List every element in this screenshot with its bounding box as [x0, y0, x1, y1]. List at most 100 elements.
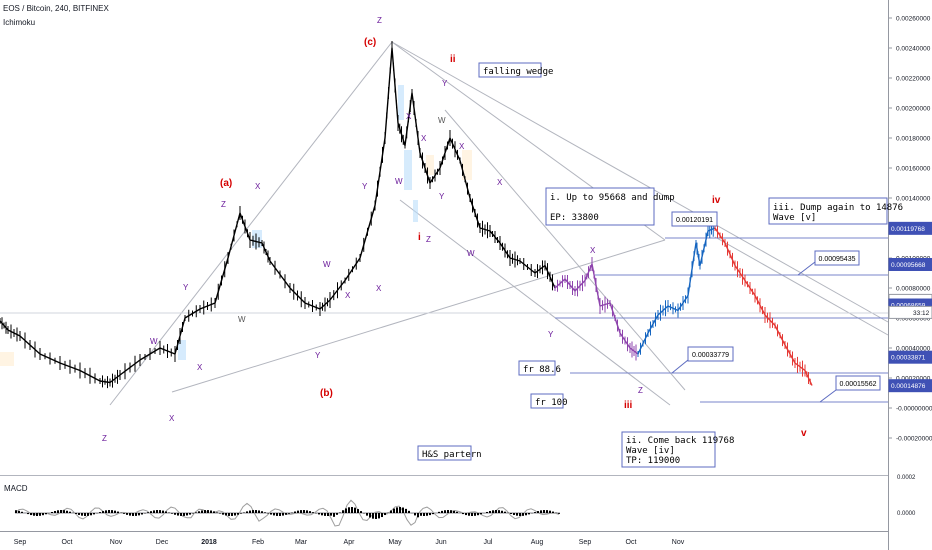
annotation-wave-iii[interactable]: iii. Dump again to 14876 Wave [v]	[768, 197, 903, 225]
macd-bar	[93, 513, 95, 515]
wave-label: W	[238, 315, 246, 324]
macd-bar	[57, 510, 59, 513]
annotation-tag-33779[interactable]: 0.00033779	[671, 346, 734, 374]
macd-bar	[273, 513, 275, 516]
macd-bar	[534, 512, 536, 513]
macd-bar	[384, 513, 386, 516]
macd-bar	[333, 513, 335, 517]
macd-bar	[540, 510, 542, 513]
macd-bar	[90, 513, 92, 516]
macd-bar	[153, 510, 155, 513]
annotation-falling-wedge[interactable]: falling wedge	[478, 62, 553, 78]
macd-bar	[453, 510, 455, 513]
annotation-fr-886[interactable]: fr 88.6	[518, 360, 561, 376]
annotation-wave-i[interactable]: i. Up to 95668 and dump EP: 33800	[545, 187, 675, 226]
macd-bar	[327, 513, 329, 516]
macd-bar	[180, 513, 182, 516]
macd-bar	[372, 513, 374, 519]
price-tag	[888, 221, 932, 235]
macd-bar	[303, 510, 305, 513]
time-tick-label: May	[388, 539, 402, 546]
macd-bar	[150, 511, 152, 513]
macd-bar	[219, 513, 221, 514]
countdown-tag	[888, 305, 932, 319]
macd-bar	[456, 511, 458, 513]
macd-bar	[261, 511, 263, 513]
macd-bar	[30, 513, 32, 516]
macd-bar	[393, 508, 395, 513]
annotation-tag-120191[interactable]: 0.00120191	[671, 211, 718, 227]
price-tick-label: 0.00020000	[896, 376, 931, 383]
wave-label: W	[467, 249, 475, 258]
wave-iii-line2: Wave [v]	[773, 213, 816, 223]
macd-bar	[528, 513, 530, 515]
annotation-fr-100[interactable]: fr 100	[530, 393, 568, 409]
price-tick-label: -0.00020000	[896, 436, 932, 443]
macd-bar	[216, 512, 218, 513]
time-tick-label: Oct	[62, 539, 73, 546]
macd-bar	[360, 511, 362, 513]
macd-bar	[132, 513, 134, 516]
price-tag-label: 0.00033871	[891, 355, 926, 362]
macd-bar	[354, 507, 356, 513]
macd-bar	[138, 513, 140, 516]
macd-bar	[240, 513, 242, 514]
annotation-hs-pattern[interactable]: H&S partern	[417, 445, 482, 461]
macd-bar	[102, 511, 104, 513]
macd-bar	[195, 512, 197, 513]
macd-bar	[189, 513, 191, 515]
macd-pane[interactable]: MACD 0.0002 0.0000	[4, 475, 916, 527]
time-tick-label: Jun	[435, 539, 446, 546]
tag-15562-label: 0.00015562	[840, 381, 877, 388]
macd-bar	[543, 510, 545, 513]
annotation-tag-15562[interactable]: 0.00015562	[819, 375, 881, 403]
macd-bar	[429, 513, 431, 516]
macd-bar	[87, 513, 89, 516]
ichimoku-cloud	[178, 85, 418, 360]
macd-tick-label: 0.0000	[897, 511, 916, 517]
time-tick-label: Sep	[14, 539, 27, 546]
macd-bar	[141, 513, 143, 515]
macd-bar	[60, 510, 62, 513]
macd-bar	[492, 510, 494, 513]
macd-bar	[279, 513, 281, 516]
wave-label: Y	[315, 351, 321, 360]
macd-bar	[210, 510, 212, 513]
annotation-wave-ii[interactable]: ii. Come back 119768 Wave [iv] TP: 11900…	[621, 431, 734, 468]
macd-bar	[234, 513, 236, 516]
ichimoku-cloud-warm	[0, 150, 472, 366]
time-tick-label: Aug	[531, 539, 544, 546]
macd-bar	[399, 507, 401, 513]
macd-bar	[69, 511, 71, 513]
macd-bar	[390, 510, 392, 513]
time-tick-label: Mar	[295, 539, 308, 546]
wave-label: W	[150, 337, 158, 346]
macd-bar	[495, 510, 497, 513]
macd-bar	[480, 513, 482, 515]
macd-tick-label: 0.0002	[897, 475, 916, 481]
macd-bar	[297, 510, 299, 513]
macd-bar	[294, 511, 296, 513]
wave-label: Y	[183, 283, 189, 292]
macd-bar	[114, 510, 116, 513]
macd-bar	[396, 507, 398, 513]
macd-bar	[312, 512, 314, 513]
macd-bar	[105, 510, 107, 513]
macd-bar	[198, 511, 200, 513]
macd-bar	[270, 513, 272, 515]
macd-bar	[213, 511, 215, 513]
macd-bar	[285, 513, 287, 515]
annotation-tag-95435[interactable]: 0.00095435	[797, 250, 860, 276]
macd-bar	[318, 513, 320, 515]
macd-bar	[258, 510, 260, 513]
macd-bar	[117, 511, 119, 513]
macd-bar	[408, 510, 410, 513]
wave-label: Z	[221, 200, 226, 209]
macd-bar	[252, 510, 254, 513]
macd-bar	[324, 513, 326, 516]
price-tick-label: 0.00180000	[896, 136, 931, 143]
wave-label: Z	[377, 16, 382, 25]
wave-label-a: (a)	[220, 178, 232, 189]
price-tick-label: 0.00160000	[896, 166, 931, 173]
price-tag	[888, 379, 932, 393]
